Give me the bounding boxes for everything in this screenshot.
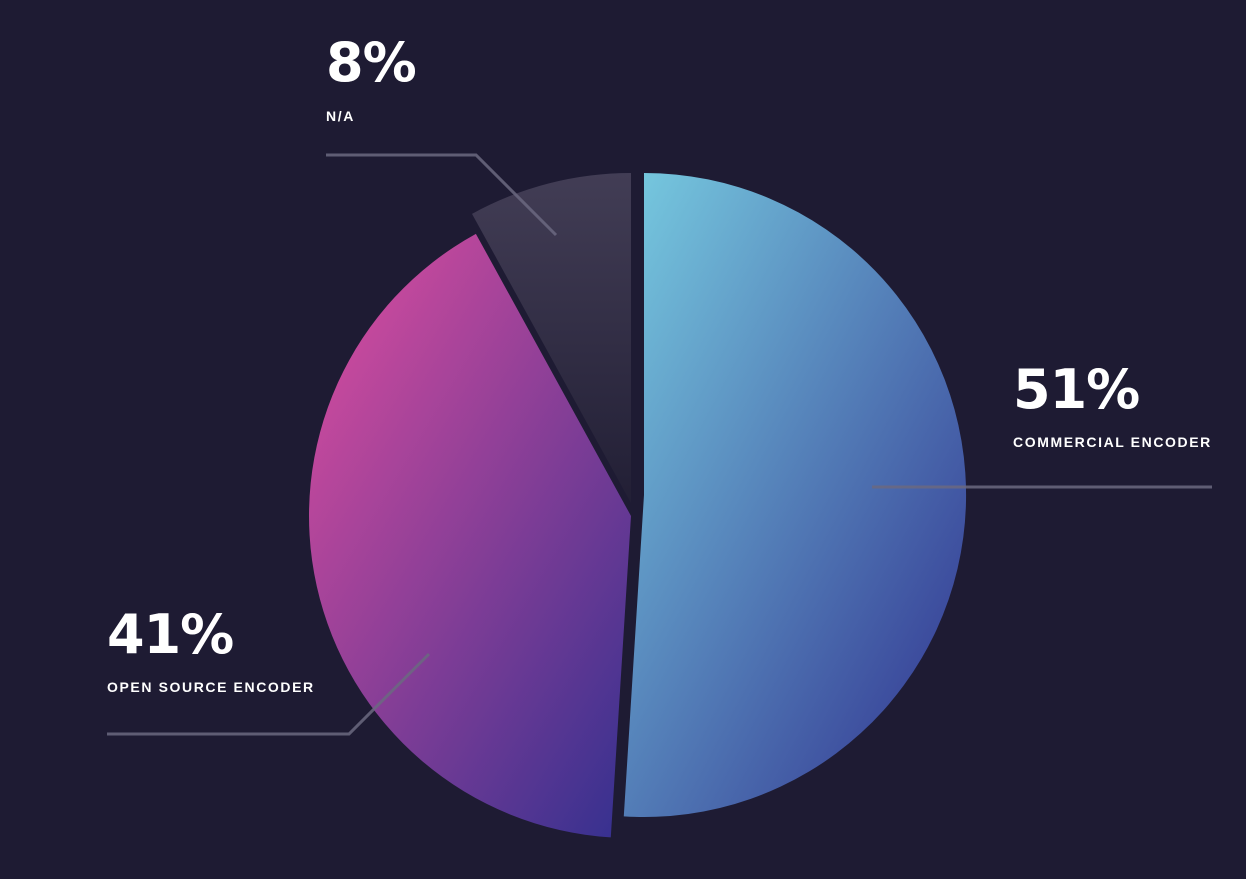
- na-leader-line: [326, 153, 558, 237]
- na-percentage-label: 8%: [326, 31, 417, 94]
- open-source-encoder-slice: [309, 233, 631, 838]
- open-source-encoder-leader-line: [107, 652, 431, 736]
- open-source-encoder-percentage-label: 41%: [107, 603, 234, 666]
- commercial-encoder-slice: [623, 172, 967, 817]
- open-source-encoder-category-label: OPEN SOURCE ENCODER: [107, 679, 315, 695]
- commercial-encoder-category-label: COMMERCIAL ENCODER: [1013, 434, 1212, 450]
- commercial-encoder-percentage-label: 51%: [1013, 358, 1140, 421]
- na-category-label: N/A: [326, 108, 355, 124]
- na-slice: [472, 173, 631, 503]
